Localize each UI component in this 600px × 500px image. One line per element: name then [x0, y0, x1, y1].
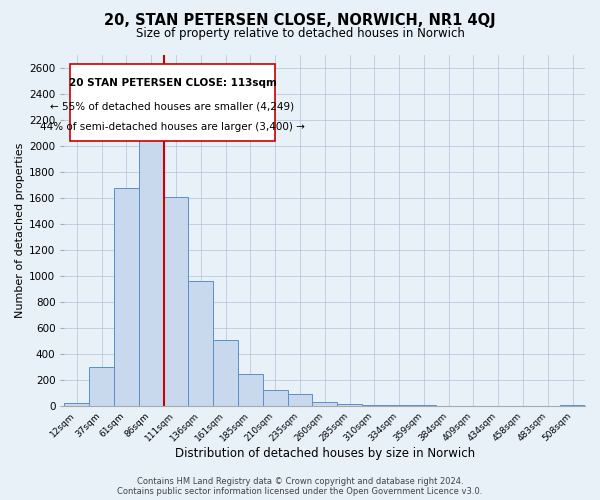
Text: 44% of semi-detached houses are larger (3,400) →: 44% of semi-detached houses are larger (…: [40, 122, 305, 132]
Bar: [287, 394, 313, 406]
X-axis label: Distribution of detached houses by size in Norwich: Distribution of detached houses by size …: [175, 447, 475, 460]
Bar: [139, 126, 164, 406]
Bar: [560, 404, 585, 406]
Bar: [263, 390, 287, 406]
Text: 20 STAN PETERSEN CLOSE: 113sqm: 20 STAN PETERSEN CLOSE: 113sqm: [68, 78, 277, 88]
Text: ← 55% of detached houses are smaller (4,249): ← 55% of detached houses are smaller (4,…: [50, 101, 295, 111]
Bar: [362, 405, 386, 406]
FancyBboxPatch shape: [70, 64, 275, 141]
Y-axis label: Number of detached properties: Number of detached properties: [15, 143, 25, 318]
Bar: [164, 196, 188, 406]
Text: Size of property relative to detached houses in Norwich: Size of property relative to detached ho…: [136, 28, 464, 40]
Bar: [313, 402, 337, 406]
Bar: [89, 367, 114, 406]
Bar: [114, 188, 139, 406]
Bar: [213, 340, 238, 406]
Bar: [64, 404, 89, 406]
Bar: [337, 404, 362, 406]
Text: Contains HM Land Registry data © Crown copyright and database right 2024.: Contains HM Land Registry data © Crown c…: [137, 477, 463, 486]
Bar: [188, 281, 213, 406]
Text: Contains public sector information licensed under the Open Government Licence v3: Contains public sector information licen…: [118, 487, 482, 496]
Bar: [238, 374, 263, 406]
Text: 20, STAN PETERSEN CLOSE, NORWICH, NR1 4QJ: 20, STAN PETERSEN CLOSE, NORWICH, NR1 4Q…: [104, 12, 496, 28]
